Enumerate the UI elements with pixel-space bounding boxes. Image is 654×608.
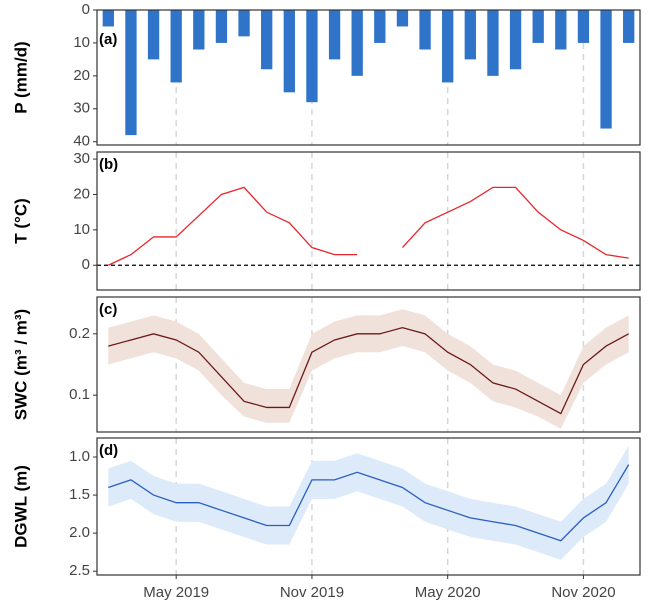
bar [283,10,295,93]
bar [328,10,341,60]
bar [374,10,386,43]
bar [261,10,273,70]
y-tick-label: 2.0 [69,524,90,541]
y-tick-label: 30 [73,150,90,167]
bar [577,10,590,43]
y-axis-label: SWC (m³ / m³) [11,309,30,420]
y-tick-label: 30 [73,100,90,117]
x-tick-label: May 2020 [415,584,481,601]
y-tick-label: 1.0 [69,448,90,465]
bar [125,10,137,136]
panel-tag: (a) [99,31,117,48]
y-axis-label: P (mm/d) [11,41,30,113]
bar [623,10,635,43]
bar [487,10,499,76]
y-tick-label: 0 [82,256,90,273]
y-tick-label: 0 [82,1,90,18]
uncertainty-band [108,445,629,560]
bar [532,10,544,43]
y-tick-label: 2.5 [69,562,90,579]
bar [102,10,114,27]
panel-frame [96,296,641,433]
y-tick-label: 10 [73,34,90,51]
x-tick-label: Nov 2020 [551,584,615,601]
panel-tag: (c) [99,301,117,318]
y-axis-label: T (°C) [11,198,30,244]
panel-frame [96,9,641,146]
y-axis-label: DGWL (m) [11,465,30,548]
series-line [108,327,629,415]
bar [600,10,612,129]
bar [215,10,228,43]
y-tick-label: 1.5 [69,486,90,503]
bar [147,10,160,60]
bar [396,10,409,27]
bar [306,10,318,103]
panel-tag: (b) [99,156,118,173]
bar [351,10,363,76]
bar [509,10,522,70]
panel-frame [96,437,641,576]
bar [442,10,454,83]
bar [193,10,205,50]
y-tick-label: 20 [73,185,90,202]
bar [419,10,431,50]
uncertainty-band [108,309,629,429]
panel-tag: (d) [99,442,118,459]
series-line [401,186,629,259]
x-tick-label: Nov 2019 [280,584,344,601]
y-tick-label: 20 [73,67,90,84]
bar [170,10,182,83]
series-line [108,464,630,542]
panel-frame [96,151,641,291]
y-tick-label: 0.2 [69,325,90,342]
bar [555,10,567,50]
bar [238,10,250,37]
bar [464,10,476,60]
series-line [108,186,358,266]
x-tick-label: May 2019 [143,584,209,601]
y-tick-label: 10 [73,221,90,238]
y-tick-label: 0.1 [69,386,90,403]
y-tick-label: 40 [73,133,90,150]
